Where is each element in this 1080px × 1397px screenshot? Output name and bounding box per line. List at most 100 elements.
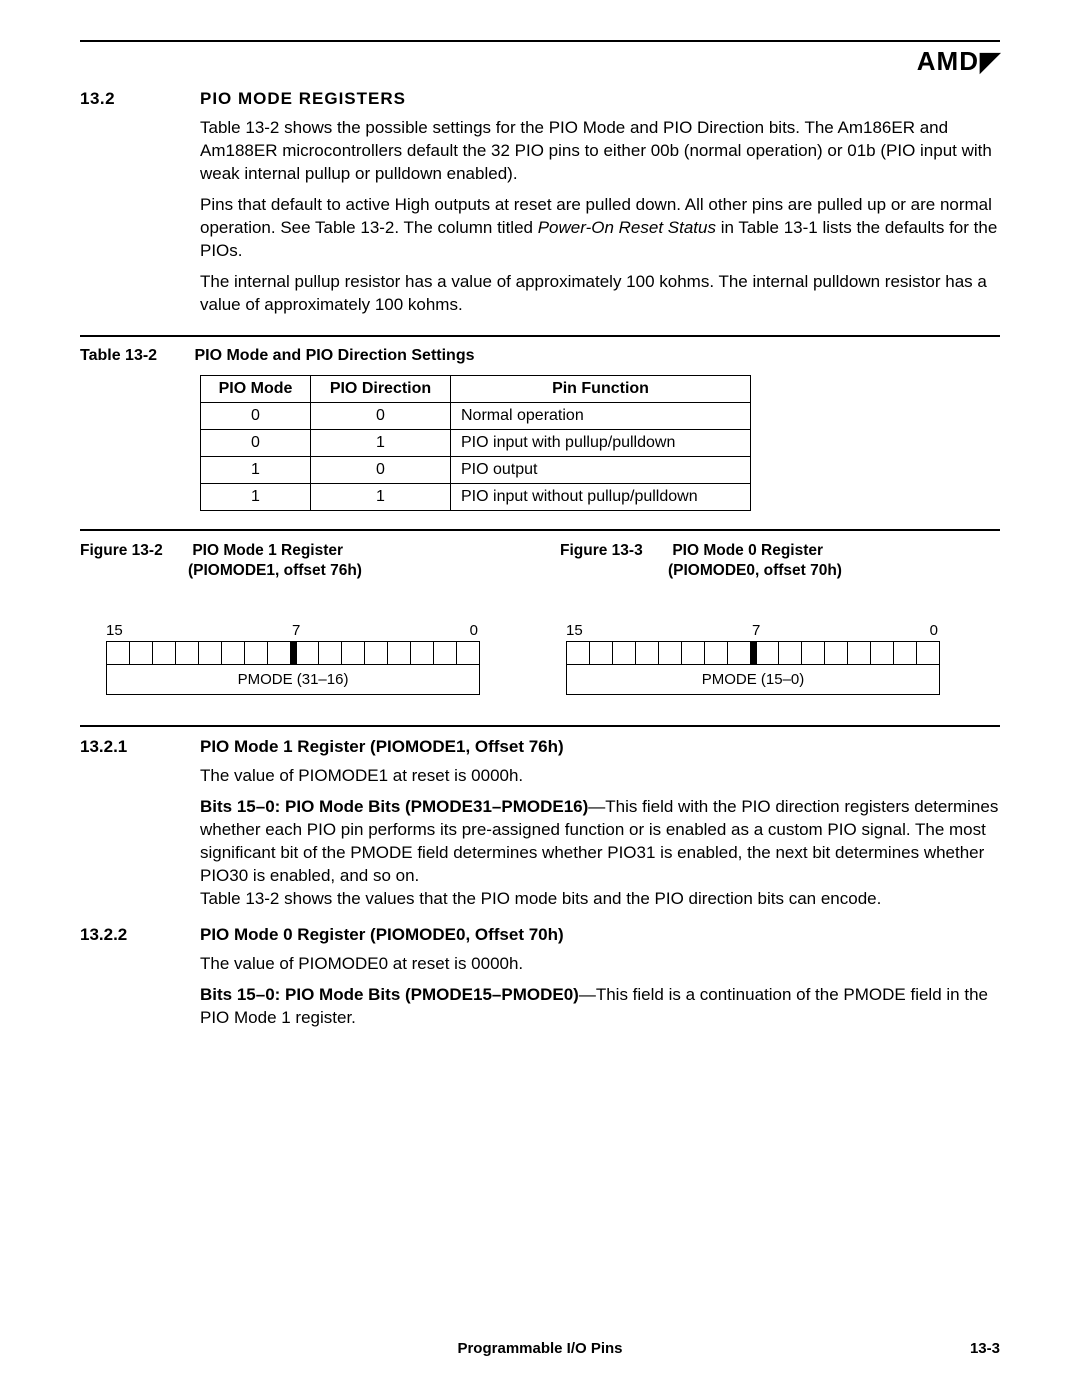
bit-cell [848, 642, 871, 664]
figure-captions-row: Figure 13-2 PIO Mode 1 Register (PIOMODE… [80, 541, 1000, 583]
register-label: PMODE (31–16) [106, 665, 480, 695]
subsection-number: 13.2.1 [80, 737, 200, 757]
subsection-number: 13.2.2 [80, 925, 200, 945]
pio-mode-table: PIO Mode PIO Direction Pin Function 0 0 … [200, 375, 751, 511]
register-diagrams: 15 7 0 PMODE (31–16) 15 7 0 PMODE (15–0) [80, 622, 1000, 695]
bit-cell [636, 642, 659, 664]
register-diagram-1: 15 7 0 PMODE (31–16) [80, 622, 480, 695]
table-row: 0 0 Normal operation [201, 402, 751, 429]
col-header: PIO Direction [311, 375, 451, 402]
bit-cell [871, 642, 894, 664]
bit-cell [411, 642, 434, 664]
bit-cell [825, 642, 848, 664]
bit-mid: 7 [752, 622, 760, 639]
register-diagram-2: 15 7 0 PMODE (15–0) [540, 622, 940, 695]
figure-title: PIO Mode 0 Register [672, 542, 823, 559]
subsection-heading: 13.2.2 PIO Mode 0 Register (PIOMODE0, Of… [80, 925, 1000, 945]
figure-title: PIO Mode 1 Register [192, 542, 343, 559]
bits-label: Bits 15–0: PIO Mode Bits (PMODE15–PMODE0… [200, 985, 579, 1004]
brand-logo: AMD◥ [80, 46, 1000, 77]
bit-cell [199, 642, 222, 664]
bit-cell [705, 642, 728, 664]
table-header-row: PIO Mode PIO Direction Pin Function [201, 375, 751, 402]
rule [80, 529, 1000, 531]
paragraph: Bits 15–0: PIO Mode Bits (PMODE31–PMODE1… [200, 796, 1000, 911]
bit-cell [457, 642, 479, 664]
cell: Normal operation [451, 402, 751, 429]
bit-cell [917, 642, 939, 664]
cell: 1 [201, 483, 311, 510]
table-caption-title: PIO Mode and PIO Direction Settings [194, 347, 474, 364]
col-header: PIO Mode [201, 375, 311, 402]
bit-cell [130, 642, 153, 664]
register-label: PMODE (15–0) [566, 665, 940, 695]
cell: 1 [201, 456, 311, 483]
figure-subtitle: (PIOMODE0, offset 70h) [668, 561, 980, 582]
bit-hi: 15 [106, 622, 123, 639]
figure-caption: Figure 13-2 PIO Mode 1 Register (PIOMODE… [80, 541, 500, 583]
bit-labels: 15 7 0 [540, 622, 940, 641]
bit-cell [757, 642, 780, 664]
bit-cell [176, 642, 199, 664]
bit-cell [567, 642, 590, 664]
figure-caption: Figure 13-3 PIO Mode 0 Register (PIOMODE… [560, 541, 980, 583]
bit-lo: 0 [470, 622, 478, 639]
table-row: 0 1 PIO input with pullup/pulldown [201, 429, 751, 456]
paragraph: The internal pullup resistor has a value… [200, 271, 1000, 317]
page-footer: Programmable I/O Pins 13-3 [80, 1340, 1000, 1357]
paragraph: Pins that default to active High outputs… [200, 194, 1000, 263]
bit-cell [107, 642, 130, 664]
table-caption-num: Table 13-2 [80, 347, 190, 365]
rule [80, 725, 1000, 727]
col-header: Pin Function [451, 375, 751, 402]
cell: PIO output [451, 456, 751, 483]
bit-cell [434, 642, 457, 664]
bit-cell [342, 642, 365, 664]
cell: 1 [311, 483, 451, 510]
text: Table 13-2 shows the values that the PIO… [200, 889, 881, 908]
bits-label: Bits 15–0: PIO Mode Bits (PMODE31–PMODE1… [200, 797, 588, 816]
bit-row [106, 641, 480, 665]
cell: 1 [311, 429, 451, 456]
paragraph: The value of PIOMODE1 at reset is 0000h. [200, 765, 1000, 788]
footer-center: Programmable I/O Pins [80, 1340, 1000, 1357]
section-heading: 13.2 PIO MODE REGISTERS [80, 89, 1000, 109]
bit-cell [297, 642, 320, 664]
paragraph: The value of PIOMODE0 at reset is 0000h. [200, 953, 1000, 976]
section-number: 13.2 [80, 89, 200, 109]
subsection-title: PIO Mode 1 Register (PIOMODE1, Offset 76… [200, 737, 564, 757]
bit-labels: 15 7 0 [80, 622, 480, 641]
bit-cell [728, 642, 751, 664]
figure-num: Figure 13-2 [80, 541, 188, 562]
table-caption: Table 13-2 PIO Mode and PIO Direction Se… [80, 347, 1000, 365]
bit-cell [153, 642, 176, 664]
rule [80, 335, 1000, 337]
bit-row [566, 641, 940, 665]
cell: 0 [201, 402, 311, 429]
bit-lo: 0 [930, 622, 938, 639]
bit-cell [613, 642, 636, 664]
bit-cell [245, 642, 268, 664]
table-row: 1 0 PIO output [201, 456, 751, 483]
bit-cell [222, 642, 245, 664]
cell: PIO input without pullup/pulldown [451, 483, 751, 510]
bit-cell [319, 642, 342, 664]
cell: 0 [311, 456, 451, 483]
bit-cell [779, 642, 802, 664]
bit-cell [894, 642, 917, 664]
logo-arrow-icon: ◥ [979, 46, 1000, 77]
cell: PIO input with pullup/pulldown [451, 429, 751, 456]
bit-hi: 15 [566, 622, 583, 639]
bit-cell [659, 642, 682, 664]
figure-num: Figure 13-3 [560, 541, 668, 562]
header-rule [80, 40, 1000, 42]
logo-text: AMD [917, 46, 979, 76]
subsection-heading: 13.2.1 PIO Mode 1 Register (PIOMODE1, Of… [80, 737, 1000, 757]
paragraph: Bits 15–0: PIO Mode Bits (PMODE15–PMODE0… [200, 984, 1000, 1030]
bit-mid: 7 [292, 622, 300, 639]
italic-text: Power-On Reset Status [538, 218, 716, 237]
bit-cell [268, 642, 291, 664]
bit-cell [388, 642, 411, 664]
bit-cell [802, 642, 825, 664]
cell: 0 [201, 429, 311, 456]
